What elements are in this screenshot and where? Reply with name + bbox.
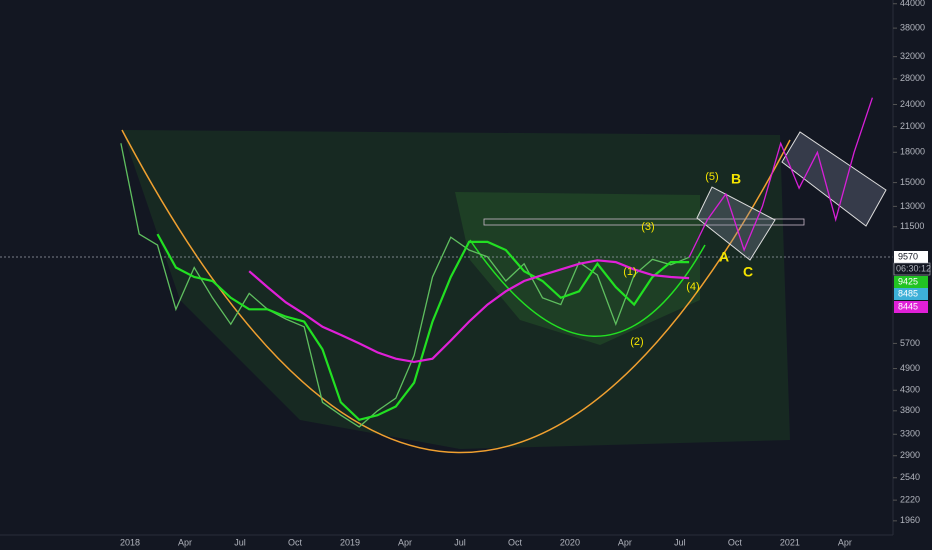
y-tick-label: 32000 xyxy=(900,51,925,61)
annotation: (5) xyxy=(705,171,718,183)
resistance-box xyxy=(483,218,805,226)
price-tag-label: 9425 xyxy=(898,276,918,286)
y-tick-label: 4900 xyxy=(900,363,920,373)
projection-box xyxy=(781,131,887,227)
x-tick-label: Apr xyxy=(618,537,632,547)
x-tick-label: 2018 xyxy=(120,537,140,547)
price-tag-label: 8485 xyxy=(898,288,918,298)
price-tag-label: 8445 xyxy=(898,301,918,311)
x-tick-label: Oct xyxy=(508,537,523,547)
y-tick-label: 5700 xyxy=(900,338,920,348)
inner-cup-arc xyxy=(469,239,706,337)
y-tick-label: 38000 xyxy=(900,22,925,32)
series-line xyxy=(156,233,690,422)
x-tick-label: Jul xyxy=(234,537,246,547)
annotation: B xyxy=(731,171,741,187)
x-tick-label: Apr xyxy=(838,537,852,547)
y-tick-label: 21000 xyxy=(900,121,925,131)
y-tick-label: 28000 xyxy=(900,73,925,83)
price-tag xyxy=(894,288,928,300)
y-tick-label: 11500 xyxy=(900,221,924,231)
y-tick-label: 2220 xyxy=(900,495,920,505)
annotation: (1) xyxy=(623,266,636,278)
countdown-box xyxy=(893,262,931,276)
x-tick-label: Jul xyxy=(674,537,686,547)
series-line xyxy=(688,97,874,258)
price-tag xyxy=(894,251,928,263)
annotation: A xyxy=(719,249,729,265)
y-tick-label: 4300 xyxy=(900,385,920,395)
price-tag-label: 9570 xyxy=(898,251,918,261)
x-tick-label: Oct xyxy=(288,537,303,547)
x-tick-label: Oct xyxy=(728,537,743,547)
x-tick-label: 2020 xyxy=(560,537,580,547)
annotation: (2) xyxy=(630,336,643,348)
y-tick-label: 2540 xyxy=(900,472,920,482)
x-tick-label: 2021 xyxy=(780,537,800,547)
x-tick-label: 2019 xyxy=(340,537,360,547)
y-tick-label: 15000 xyxy=(900,177,925,187)
x-tick-label: Apr xyxy=(398,537,412,547)
series-line xyxy=(248,259,690,364)
y-tick-label: 2900 xyxy=(900,450,920,460)
series-line xyxy=(120,143,690,428)
countdown: 06:30:12 xyxy=(896,263,931,273)
y-tick-label: 1960 xyxy=(900,515,920,525)
y-tick-label: 13000 xyxy=(900,201,925,211)
y-tick-label: 3300 xyxy=(900,429,920,439)
y-tick-label: 24000 xyxy=(900,99,925,109)
x-tick-label: Jul xyxy=(454,537,466,547)
y-tick-label: 44000 xyxy=(900,0,925,8)
annotation: (4) xyxy=(686,281,699,293)
y-tick-label: 3800 xyxy=(900,405,920,415)
cup-arc xyxy=(121,129,791,454)
annotation: (3) xyxy=(641,221,654,233)
y-tick-label: 18000 xyxy=(900,147,925,157)
price-tag xyxy=(894,276,928,288)
inner-cup-shade xyxy=(455,192,700,345)
x-tick-label: Apr xyxy=(178,537,192,547)
price-tag xyxy=(894,301,928,313)
annotation: C xyxy=(743,264,753,280)
